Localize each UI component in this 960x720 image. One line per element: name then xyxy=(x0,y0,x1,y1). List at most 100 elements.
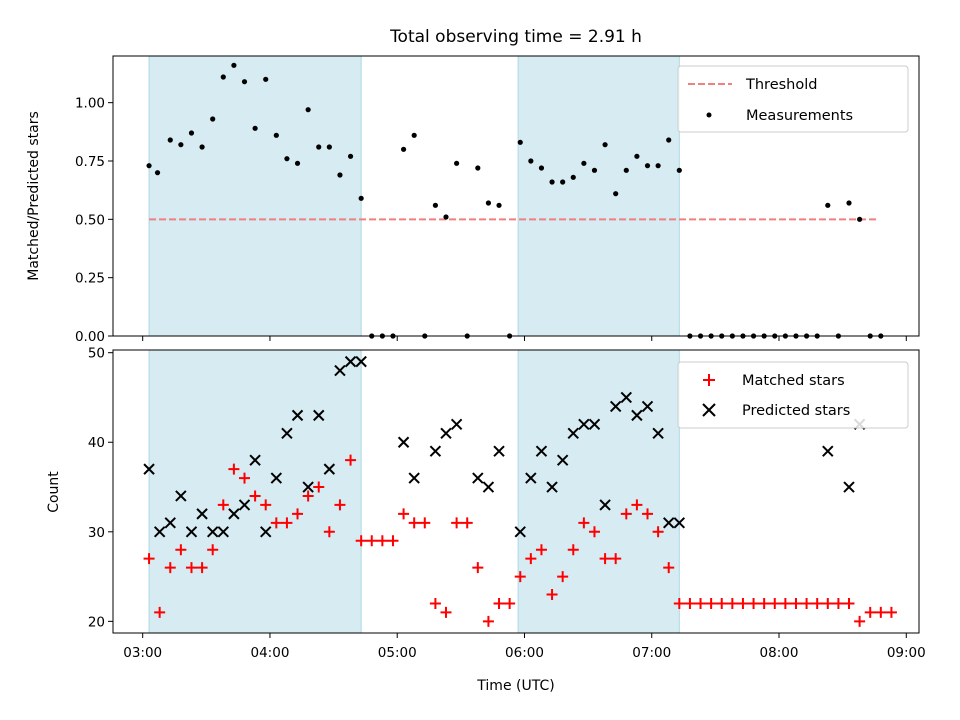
legend-matched-label: Matched stars xyxy=(742,373,845,389)
predicted-star-marker xyxy=(238,499,251,511)
measurement-point xyxy=(231,62,237,68)
matched-star-marker xyxy=(504,597,516,609)
y-tick-label: 0.75 xyxy=(75,154,105,170)
predicted-star-marker xyxy=(450,418,463,431)
measurement-point xyxy=(358,195,364,201)
top-x-ticks xyxy=(142,336,907,341)
predicted-star-marker xyxy=(822,445,834,457)
x-tick-label: 04:00 xyxy=(251,645,290,661)
measurement-point xyxy=(475,165,481,171)
shaded-interval xyxy=(517,55,680,337)
legend-predicted-swatch xyxy=(702,403,716,417)
predicted-star-marker xyxy=(143,463,155,475)
predicted-star-marker xyxy=(196,508,208,520)
matched-star-marker xyxy=(196,562,208,574)
matched-star-marker xyxy=(376,535,388,547)
matched-star-marker xyxy=(451,517,463,529)
matched-star-marker xyxy=(631,499,643,511)
measurement-point xyxy=(284,156,290,162)
predicted-star-marker xyxy=(153,526,166,538)
matched-star-marker xyxy=(217,499,229,511)
matched-stars-points xyxy=(143,454,897,627)
y-tick-label: 0.50 xyxy=(75,212,105,228)
matched-star-marker xyxy=(748,597,760,609)
matched-star-marker xyxy=(557,571,569,583)
matched-star-marker xyxy=(822,597,834,609)
measurement-point xyxy=(517,139,523,145)
measurement-point xyxy=(485,200,492,206)
measurement-point xyxy=(411,132,417,138)
predicted-star-marker xyxy=(408,472,420,484)
matched-star-marker xyxy=(864,606,876,618)
matched-star-marker xyxy=(546,588,558,600)
predicted-star-marker xyxy=(249,454,261,466)
predicted-star-marker xyxy=(185,526,198,538)
matched-star-marker xyxy=(588,526,600,538)
predicted-star-marker xyxy=(609,400,622,413)
matched-star-marker xyxy=(642,508,654,520)
measurement-point xyxy=(432,202,438,208)
matched-star-marker xyxy=(419,517,431,529)
predicted-star-marker xyxy=(355,355,367,368)
measurement-point xyxy=(294,160,301,166)
matched-star-marker xyxy=(292,508,304,520)
y-tick-label: 1.00 xyxy=(75,96,105,112)
matched-star-marker xyxy=(663,562,675,574)
predicted-star-marker xyxy=(429,445,442,457)
predicted-star-marker xyxy=(482,481,495,493)
predicted-star-marker xyxy=(631,409,643,422)
legend-predicted-label: Predicted stars xyxy=(742,403,850,419)
measurement-point xyxy=(316,144,322,150)
predicted-star-marker xyxy=(313,409,325,422)
matched-star-marker xyxy=(302,490,314,502)
predicted-star-marker xyxy=(228,508,240,520)
matched-star-marker xyxy=(239,472,251,484)
predicted-star-marker xyxy=(344,355,357,368)
matched-star-marker xyxy=(578,517,590,529)
measurement-point xyxy=(655,163,661,169)
matched-star-marker xyxy=(854,615,866,627)
measurement-point xyxy=(252,125,258,131)
measurement-point xyxy=(591,167,598,173)
predicted-stars-points xyxy=(143,355,866,538)
matched-star-marker xyxy=(175,544,187,556)
matched-star-marker xyxy=(281,517,293,529)
x-tick-label: 07:00 xyxy=(632,645,671,661)
measurement-point xyxy=(199,144,205,150)
measurement-point xyxy=(644,163,651,169)
x-tick-label: 06:00 xyxy=(505,645,544,661)
measurement-point xyxy=(560,179,566,185)
matched-star-marker xyxy=(779,597,791,609)
top-y-axis-label: Matched/Predicted stars xyxy=(26,111,42,281)
matched-star-marker xyxy=(143,553,155,565)
measurement-point xyxy=(846,200,852,206)
matched-star-marker xyxy=(525,553,537,565)
measurement-point xyxy=(154,170,161,176)
measurement-point xyxy=(857,216,863,222)
y-tick-label: 0.00 xyxy=(75,329,105,345)
bottom-axes-frame xyxy=(112,349,920,634)
measurement-point xyxy=(188,130,195,136)
matched-star-marker xyxy=(493,597,505,609)
measurement-point xyxy=(825,202,831,208)
matched-star-marker xyxy=(408,517,420,529)
measurement-point xyxy=(666,137,672,143)
bottom-shaded-regions xyxy=(148,349,680,634)
measurement-point xyxy=(178,142,184,148)
matched-star-marker xyxy=(652,526,664,538)
x-tick-label: 08:00 xyxy=(760,645,799,661)
chart-title: Total observing time = 2.91 h xyxy=(389,27,642,47)
matched-star-marker xyxy=(832,597,844,609)
predicted-star-marker xyxy=(281,427,293,439)
measurement-point xyxy=(496,202,502,208)
predicted-star-marker xyxy=(472,472,484,484)
measurement-point xyxy=(305,107,311,113)
measurement-point xyxy=(263,76,269,82)
top-shaded-regions xyxy=(148,55,680,337)
matched-star-marker xyxy=(185,562,197,574)
measurement-point xyxy=(400,146,407,152)
matched-star-marker xyxy=(472,562,484,574)
matched-star-marker xyxy=(260,499,272,511)
predicted-star-marker xyxy=(663,517,675,529)
